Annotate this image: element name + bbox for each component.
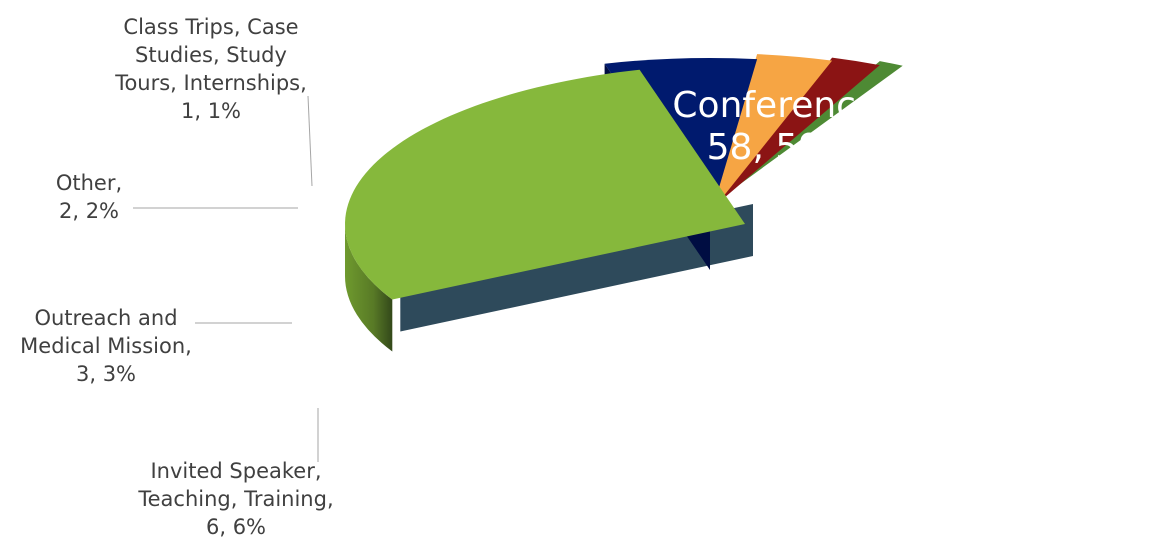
data-label-research: Research, 28, 29% bbox=[607, 330, 784, 413]
data-label-conference: Conference, 58, 59% bbox=[672, 85, 889, 168]
slice-research-side bbox=[344, 224, 393, 352]
slice-trips bbox=[710, 61, 903, 206]
slice-research bbox=[344, 69, 745, 352]
slice-trips-top bbox=[710, 61, 903, 206]
data-label-trips: Class Trips, Case Studies, Study Tours, In… bbox=[114, 15, 307, 123]
data-label-other: Other, 2, 2% bbox=[56, 171, 122, 223]
slice-research-top bbox=[345, 69, 745, 300]
slice-outreach-top bbox=[710, 54, 833, 213]
data-label-speaker: Invited Speaker, Teaching, Training, 6, 6% bbox=[137, 459, 333, 539]
slice-outreach bbox=[710, 54, 833, 213]
data-label-outreach: Outreach and Medical Mission, 3, 3% bbox=[20, 306, 192, 386]
leader-lines bbox=[133, 95, 319, 462]
leader-trips bbox=[307, 95, 313, 187]
slice-other bbox=[710, 57, 880, 210]
data-labels: Conference, 58, 59% Research, 28, 29% Clas… bbox=[20, 15, 889, 539]
slice-other-top bbox=[710, 57, 880, 210]
